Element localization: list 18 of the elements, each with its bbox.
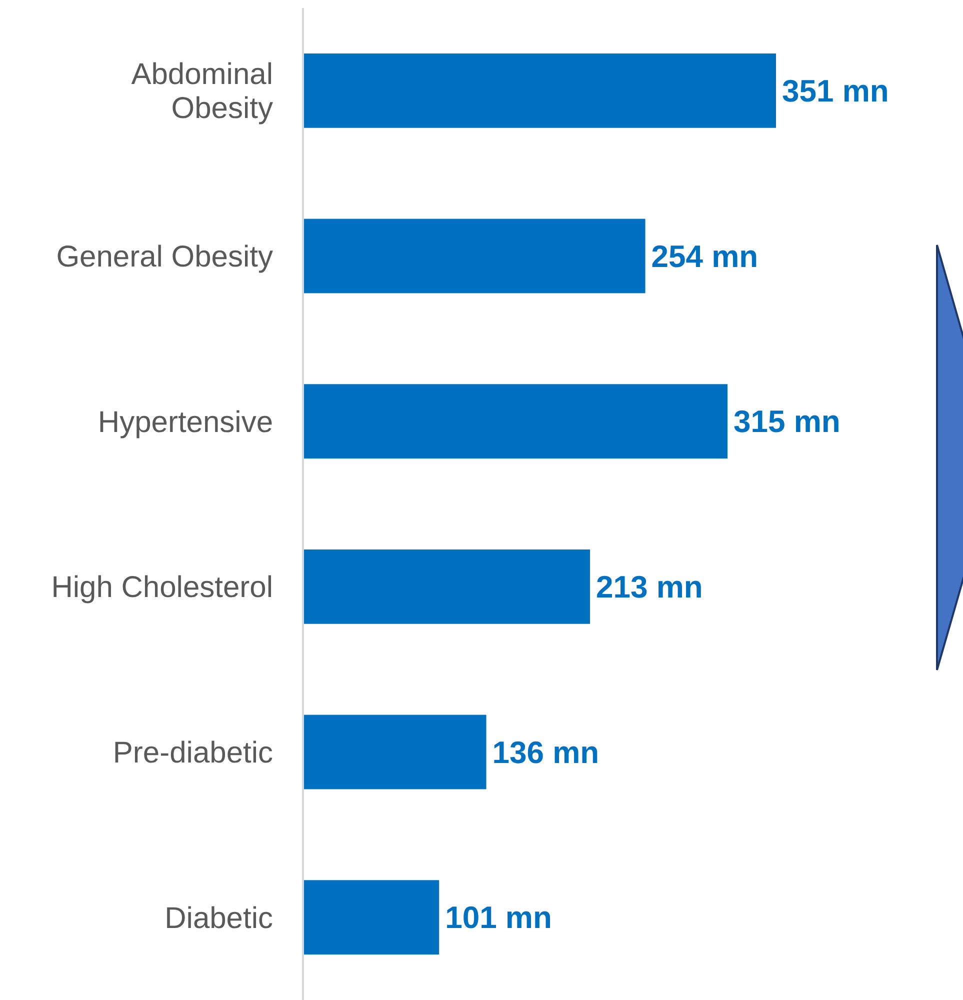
data-label: 315 mn (733, 404, 840, 440)
y-tick-label: High Cholesterol (51, 571, 273, 604)
bar (303, 714, 486, 790)
bar (303, 549, 590, 624)
data-label: 136 mn (492, 734, 600, 770)
bar (303, 384, 728, 459)
bar (303, 218, 646, 294)
bar (303, 53, 776, 128)
y-tick-label: Abdominal Obesity (131, 58, 273, 126)
y-tick-label: Hypertensive (98, 406, 273, 439)
data-label: 254 mn (651, 238, 758, 274)
y-tick-label: Diabetic (164, 902, 273, 935)
data-label: 351 mn (782, 74, 889, 109)
data-label: 101 mn (445, 900, 552, 936)
bar (303, 880, 440, 955)
y-tick-label: General Obesity (56, 240, 273, 274)
y-tick-label: Pre-diabetic (112, 736, 273, 770)
data-label: 213 mn (596, 570, 703, 605)
